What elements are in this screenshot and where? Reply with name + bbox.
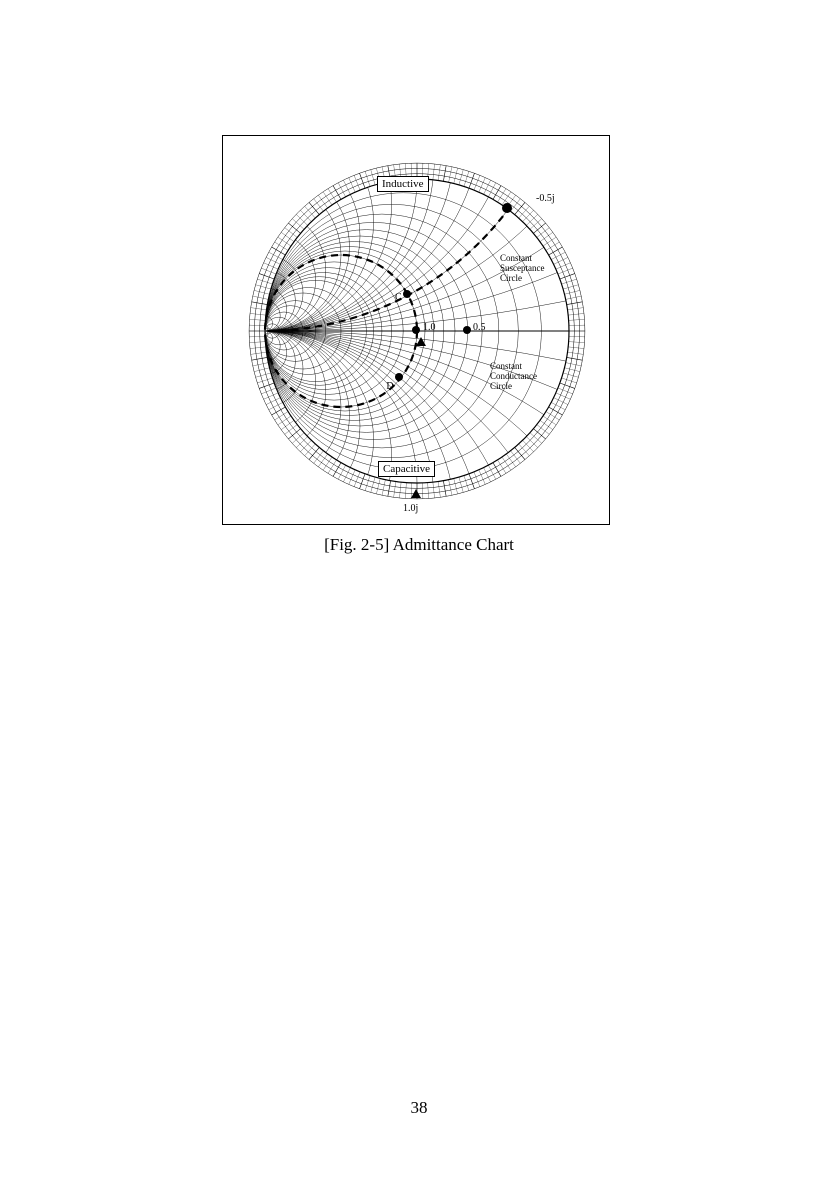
label-capacitive: Capacitive	[378, 461, 435, 477]
axis-label-1.0: 1.0	[423, 322, 436, 333]
label-minus-0.5j: -0.5j	[536, 193, 555, 204]
arrow-bottom	[411, 489, 421, 498]
page: Inductive Capacitive ConstantSusceptance…	[0, 0, 838, 1186]
page-number: 38	[0, 1098, 838, 1118]
arrow-1.0	[416, 337, 426, 346]
label-plus-1.0j: 1.0j	[403, 503, 418, 514]
point-label-D: D	[386, 381, 393, 392]
annotation-susceptance-circle: ConstantSusceptanceCircle	[500, 254, 544, 284]
point-label-C: C	[395, 292, 402, 303]
axis-label-0.5: 0.5	[473, 322, 486, 333]
annotation-conductance-circle: ConstantConductanceCircle	[490, 362, 537, 392]
point-g0.5	[463, 326, 471, 334]
point-center-1.0	[412, 326, 420, 334]
figure-caption: [Fig. 2-5] Admittance Chart	[0, 535, 838, 555]
label-inductive: Inductive	[377, 176, 429, 192]
